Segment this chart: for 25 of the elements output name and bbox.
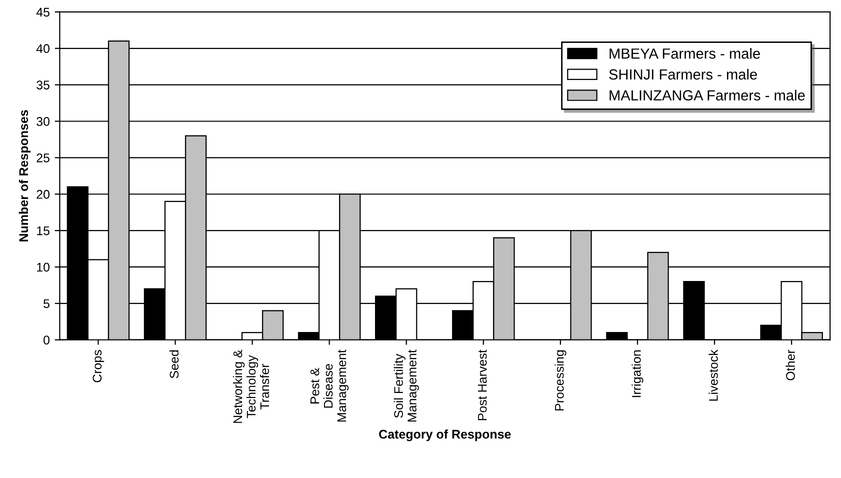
x-tick-label: Soil Fertility Management	[394, 350, 419, 422]
x-tick-label: Processing	[554, 350, 566, 410]
y-tick-label: 35	[36, 80, 50, 90]
y-tick-label: 0	[44, 336, 50, 345]
x-tick-label: Post Harvest	[478, 350, 487, 420]
y-tick-label: 15	[37, 226, 50, 236]
y-tick-label: 45	[36, 8, 50, 17]
y-tick-label: 10	[37, 262, 50, 272]
x-tick-label: Livestock	[708, 350, 718, 401]
x-tick-label: Crops	[92, 350, 104, 382]
x-axis-title: Category of Response	[379, 429, 511, 442]
x-tick-label: Other	[786, 350, 795, 380]
x-tick-label: Pest & Disease Management	[310, 350, 349, 422]
legend-label: MALINZANGA Farmers - male	[610, 90, 805, 101]
y-tick-label: 5	[44, 299, 50, 308]
y-tick-label: 20	[36, 190, 50, 199]
y-tick-label: 40	[36, 44, 50, 54]
legend-label: SHINJI Farmers - male	[609, 68, 757, 80]
legend-label: MBEYA Farmers - male	[610, 48, 760, 59]
x-tick-label: Irrigation	[632, 350, 644, 398]
y-tick-label: 25	[36, 153, 50, 162]
y-axis-title: Number of Responses	[18, 110, 31, 242]
x-tick-label: Seed	[169, 350, 179, 378]
x-tick-label: Networking & Technology Transfer	[233, 350, 270, 423]
y-tick-label: 30	[36, 117, 50, 126]
